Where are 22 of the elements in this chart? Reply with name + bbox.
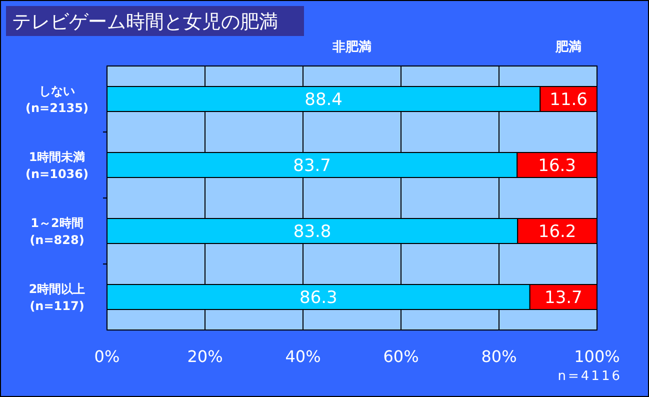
y-tick-label: 1～2時間 (n=828): [30, 216, 84, 248]
data-label: 11.6: [550, 90, 588, 110]
data-label: 86.3: [300, 288, 338, 308]
data-label: 16.3: [538, 156, 576, 176]
x-tick-label: 100%: [574, 347, 620, 366]
text: 肥満: [554, 40, 582, 55]
chart-title: テレビゲーム時間と女児の肥満: [12, 11, 278, 33]
data-label: 83.8: [293, 222, 332, 242]
data-label: 83.7: [293, 156, 331, 176]
x-tick-label: 80%: [481, 347, 517, 366]
text: 非肥満: [332, 40, 372, 55]
text: n=4116: [558, 369, 622, 384]
data-label: 13.7: [544, 288, 582, 308]
y-tick-label: しない (n=2135): [26, 84, 88, 116]
data-label: 88.4: [304, 90, 343, 110]
y-tick-label: 2時間以上 (n=117): [28, 282, 86, 314]
x-tick-label: 20%: [187, 347, 223, 366]
x-tick-label: 40%: [285, 347, 321, 366]
data-label: 16.2: [538, 222, 576, 242]
x-tick-label: 0%: [94, 347, 120, 366]
y-tick-label: 1時間未満 (n=1036): [26, 150, 88, 182]
x-tick-label: 60%: [383, 347, 419, 366]
